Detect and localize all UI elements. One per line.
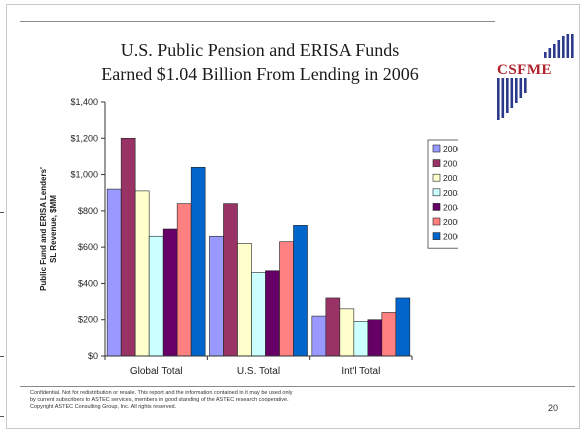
logo-bar xyxy=(519,78,523,98)
legend-label: 2004 xyxy=(443,202,458,212)
bar xyxy=(353,321,369,357)
legend-swatch xyxy=(432,173,441,182)
bar xyxy=(120,137,136,357)
y-tick-label: $400 xyxy=(78,278,98,288)
bar xyxy=(237,243,252,357)
logo-bar xyxy=(510,78,514,108)
logo-bar xyxy=(515,78,518,103)
legend-label: 2003 xyxy=(443,188,458,198)
bar xyxy=(395,297,411,357)
y-axis-label: Public Fund and ERISA Lenders' SL Revenue… xyxy=(39,167,58,291)
bar xyxy=(162,228,178,357)
y-tick-label: $1,200 xyxy=(70,133,98,143)
logo-bar xyxy=(524,78,527,93)
legend-swatch xyxy=(432,144,441,153)
bar xyxy=(293,225,308,357)
footer-line-3: Copyright ASTEC Consulting Group, Inc. A… xyxy=(30,404,177,410)
logo-bars-top xyxy=(544,34,574,58)
y-tick-label: $200 xyxy=(78,315,98,325)
y-tick-label: $0 xyxy=(88,351,98,361)
axes xyxy=(104,102,413,360)
bar xyxy=(106,188,122,357)
logo-bar xyxy=(553,44,556,58)
csfme-logo xyxy=(497,34,574,120)
y-axis-ticks: $0 $200 $400 $600 $800 $1,000 $1,200 $1,400 xyxy=(70,97,105,361)
logo-bar xyxy=(501,78,505,118)
logo-bar xyxy=(557,40,561,58)
legend-swatch xyxy=(432,188,441,197)
bar xyxy=(339,308,355,357)
edge-mark xyxy=(0,356,4,357)
footer-line-2: by current subscribers to ASTEC services… xyxy=(30,397,289,403)
bar xyxy=(381,312,397,357)
logo-text: CSFME xyxy=(497,62,552,78)
revenue-bar-chart: Public Fund and ERISA Lenders' SL Revenue… xyxy=(39,97,458,377)
logo-bars-bottom xyxy=(497,78,527,120)
x-category-label: U.S. Total xyxy=(237,366,280,377)
y-tick-label: $1,000 xyxy=(70,170,98,180)
logo-bar xyxy=(571,34,574,58)
legend-swatch xyxy=(432,203,441,211)
legend-label: 2006 xyxy=(443,232,458,242)
y-tick-label: $600 xyxy=(78,242,98,252)
slide-title: U.S. Public Pension and ERISA Funds Earn… xyxy=(20,38,500,86)
bar xyxy=(223,203,238,357)
legend-swatch xyxy=(432,217,441,226)
x-axis-labels: Global Total U.S. Total Int'l Total xyxy=(130,366,380,377)
title-line-2: Earned $1.04 Billion From Lending in 200… xyxy=(101,64,419,84)
logo-bar xyxy=(548,48,552,58)
logo-bar xyxy=(566,34,570,58)
footer-disclaimer: Confidential. Not for redistribution or … xyxy=(30,390,390,411)
x-category-label: Global Total xyxy=(130,366,183,377)
bottom-divider xyxy=(20,386,575,387)
legend-label: 2005 xyxy=(443,217,458,227)
bars xyxy=(106,137,411,357)
logo-bar xyxy=(497,78,500,120)
logo-bar xyxy=(562,36,565,58)
title-line-1: U.S. Public Pension and ERISA Funds xyxy=(120,40,400,60)
legend-swatch xyxy=(432,232,441,240)
bar xyxy=(251,272,266,357)
legend-swatch xyxy=(432,159,441,167)
logo-bar xyxy=(544,52,547,58)
top-divider xyxy=(20,21,495,22)
bar xyxy=(148,235,164,357)
y-tick-label: $800 xyxy=(78,206,98,216)
logo-bar xyxy=(506,78,509,113)
bar xyxy=(176,203,192,357)
bar xyxy=(265,270,280,357)
edge-mark xyxy=(0,416,4,417)
bar xyxy=(311,315,327,357)
y-axis-label-line: SL Revenue, $MM xyxy=(49,195,58,263)
legend-label: 2000 xyxy=(443,144,458,154)
bar xyxy=(325,297,341,357)
bar xyxy=(279,241,294,357)
legend-label: 2001 xyxy=(443,159,458,169)
bar xyxy=(209,235,224,357)
slide-frame xyxy=(6,4,580,429)
bar xyxy=(190,167,206,357)
bar xyxy=(134,190,150,357)
footer-line-1: Confidential. Not for redistribution or … xyxy=(30,390,293,396)
page-number: 20 xyxy=(548,403,559,413)
bar xyxy=(367,319,383,357)
y-axis-label-line: Public Fund and ERISA Lenders' xyxy=(39,167,48,291)
edge-mark xyxy=(0,212,4,213)
x-category-label: Int'l Total xyxy=(341,366,380,377)
y-tick-label: $1,400 xyxy=(70,97,98,107)
